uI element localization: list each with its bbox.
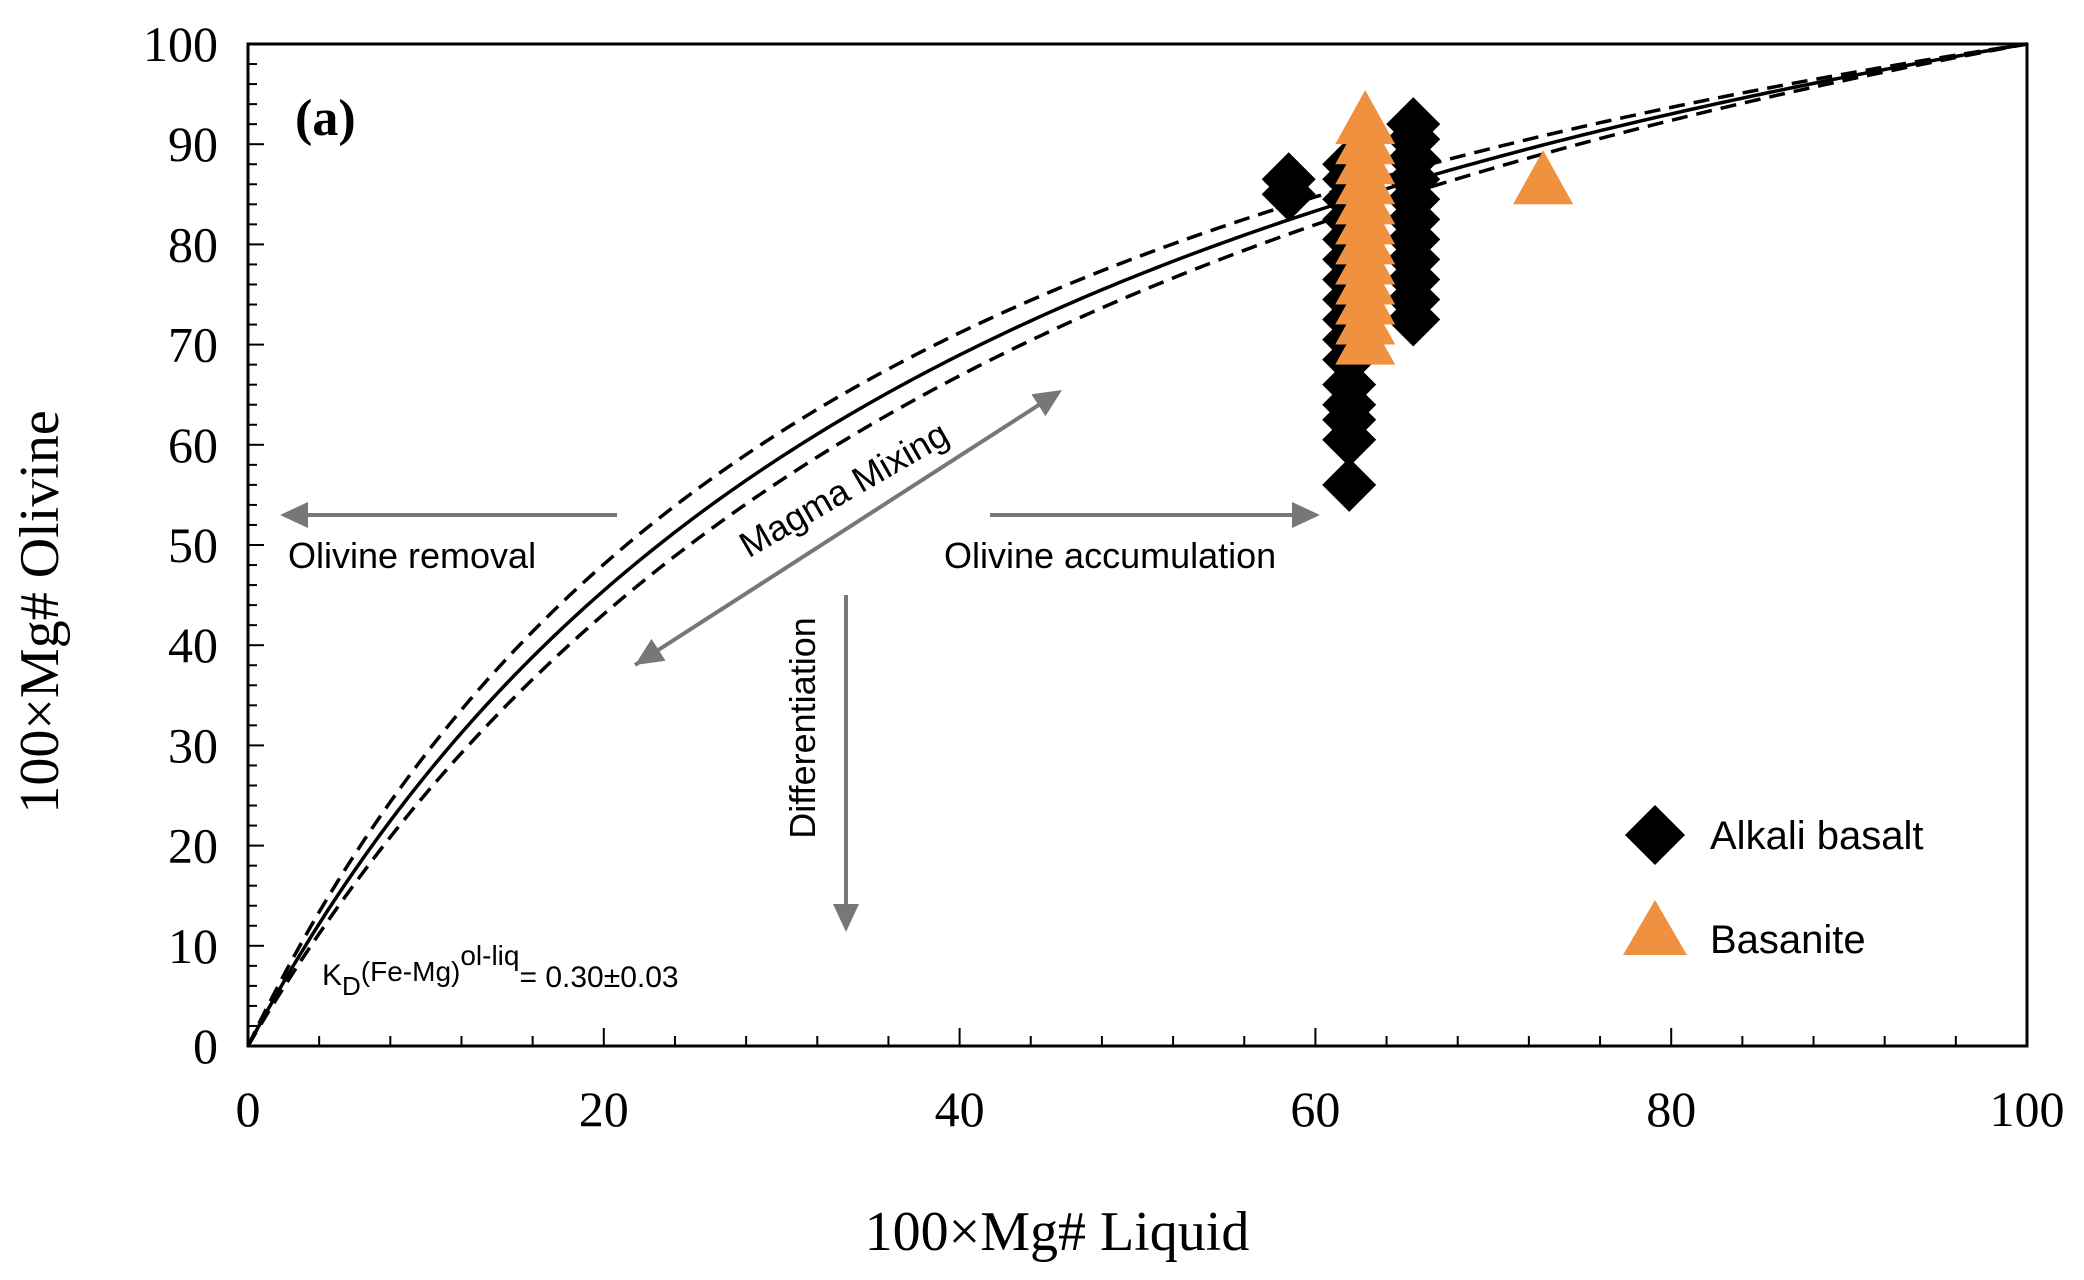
legend-triangle-icon xyxy=(1623,900,1687,955)
magma-mixing-arrow-shaft xyxy=(633,399,1047,667)
kd-center-curve xyxy=(246,42,2028,1047)
process-arrows xyxy=(280,390,1320,932)
y-tick-label: 60 xyxy=(168,417,218,473)
alkali-basalt-point xyxy=(1261,167,1316,222)
olivine-accumulation-arrow-head xyxy=(1292,502,1320,528)
kd-superscript: ol-liq xyxy=(460,940,519,971)
legend-basanite-label: Basanite xyxy=(1710,918,1866,962)
x-tick-label: 40 xyxy=(935,1081,985,1137)
kd-lower-bound-curve xyxy=(246,42,2028,1047)
alkali-basalt-point xyxy=(1322,457,1377,512)
olivine-removal-arrow-head xyxy=(280,502,308,528)
x-tick-label: 20 xyxy=(579,1081,629,1137)
panel-label: (a) xyxy=(295,90,356,147)
x-tick-label: 0 xyxy=(236,1081,261,1137)
y-tick-label: 20 xyxy=(168,818,218,874)
x-tick-label: 60 xyxy=(1290,1081,1340,1137)
kd-subscript: D xyxy=(342,971,361,1001)
magma-mixing-label: Magma Mixing xyxy=(732,413,955,566)
y-tick-label: 100 xyxy=(143,16,218,72)
legend: Alkali basalt Basanite xyxy=(1623,805,1923,962)
x-tick-label: 100 xyxy=(1990,1081,2065,1137)
x-axis-title: 100×Mg# Liquid xyxy=(865,1201,1250,1263)
basanite-point xyxy=(1513,150,1574,205)
magma-mixing-arrow-head xyxy=(1031,390,1062,417)
olivine-accumulation-label: Olivine accumulation xyxy=(944,535,1276,576)
y-tick-label: 30 xyxy=(168,717,218,773)
equilibrium-curves xyxy=(246,42,2028,1047)
kd-k: K xyxy=(322,959,342,992)
kd-value: = 0.30±0.03 xyxy=(519,961,678,994)
kd-equation-label: KD(Fe-Mg)ol-liq= 0.30±0.03 xyxy=(322,940,679,1001)
legend-diamond-icon xyxy=(1625,805,1685,865)
x-tick-label: 80 xyxy=(1646,1081,1696,1137)
plot-frame xyxy=(246,42,2029,1048)
y-tick-label: 70 xyxy=(168,317,218,373)
y-tick-label: 40 xyxy=(168,617,218,673)
data-points xyxy=(1261,90,1574,512)
legend-alkali-basalt-label: Alkali basalt xyxy=(1710,814,1923,858)
tick-labels: 0 20 40 60 80 100 0 10 20 30 40 50 60 70 80 90 100 xyxy=(143,16,2065,1137)
kd-paren: (Fe-Mg) xyxy=(361,956,461,987)
kd-upper-bound-curve xyxy=(246,42,2028,1047)
differentiation-label: Differentiation xyxy=(782,617,823,838)
y-tick-label: 50 xyxy=(168,517,218,573)
differentiation-arrow-head xyxy=(833,904,859,932)
olivine-removal-label: Olivine removal xyxy=(288,535,536,576)
y-tick-label: 10 xyxy=(168,918,218,974)
basanite-point xyxy=(1335,90,1396,145)
y-axis-title: 100×Mg# Olivine xyxy=(9,410,71,813)
y-tick-label: 90 xyxy=(168,116,218,172)
magma-mixing-arrow-tail-head xyxy=(635,638,666,665)
y-tick-label: 0 xyxy=(193,1018,218,1074)
alkali-basalt-point xyxy=(1386,97,1441,152)
y-tick-label: 80 xyxy=(168,216,218,272)
